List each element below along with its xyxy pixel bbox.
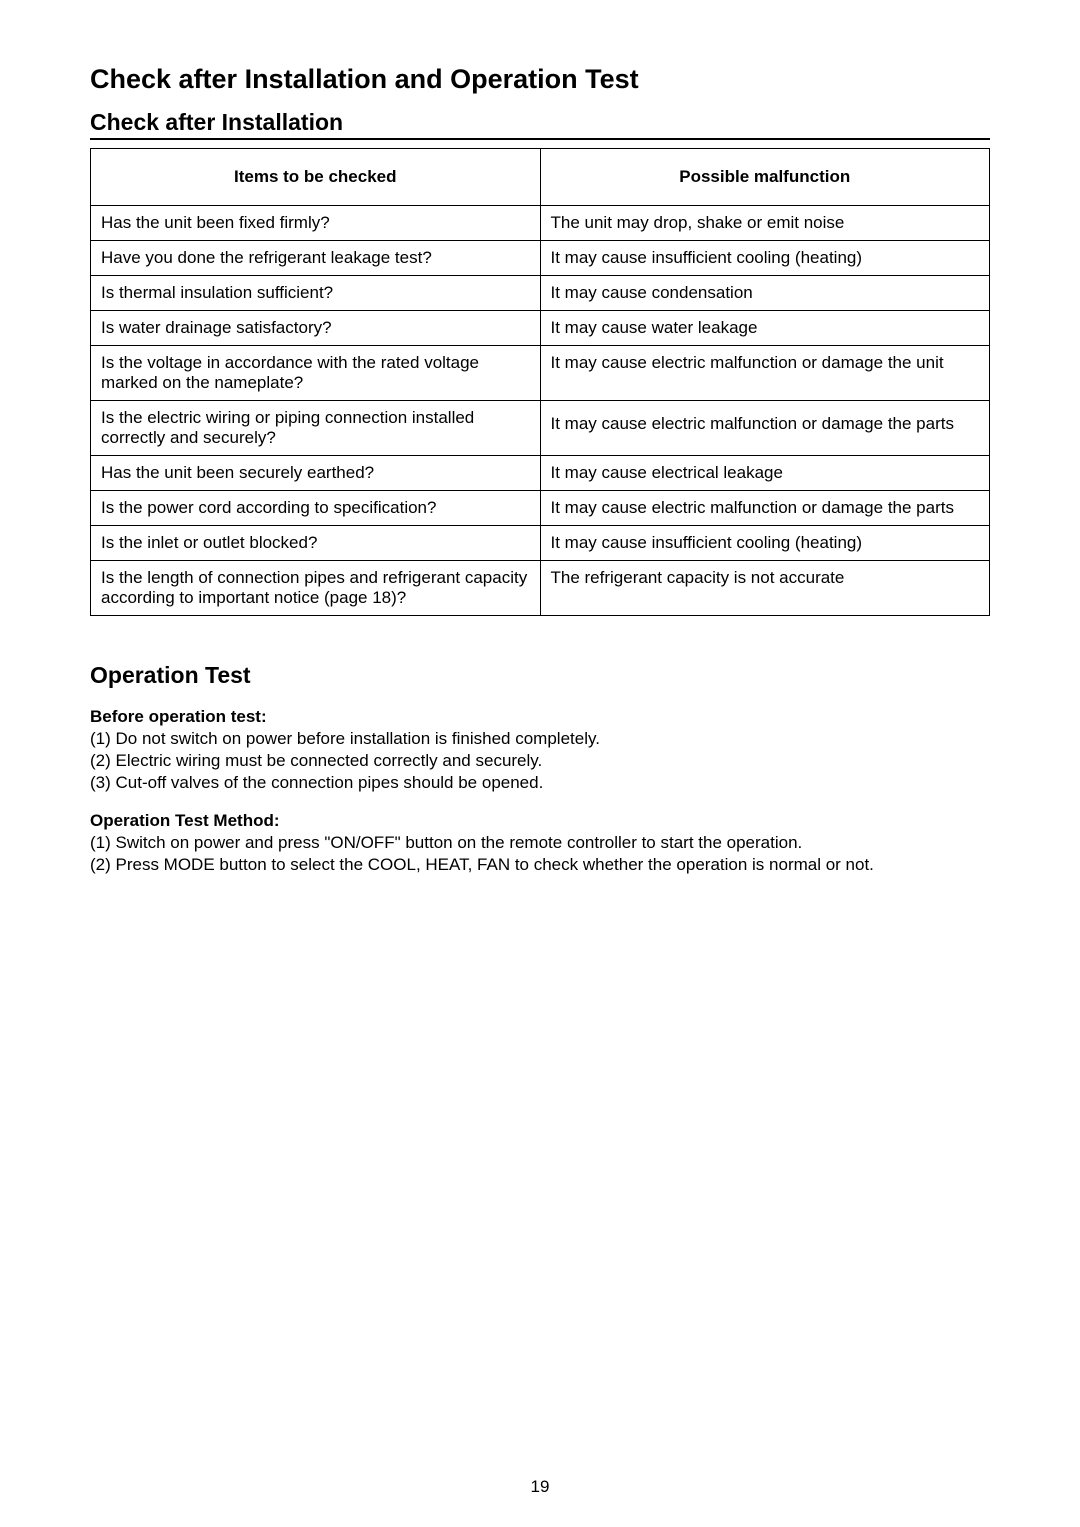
method-line: (2) Press MODE button to select the COOL… xyxy=(90,855,990,875)
cell-malfunction: It may cause insufficient cooling (heati… xyxy=(540,526,990,561)
cell-malfunction: The refrigerant capacity is not accurate xyxy=(540,561,990,616)
table-row: Have you done the refrigerant leakage te… xyxy=(91,241,990,276)
cell-malfunction: It may cause electric malfunction or dam… xyxy=(540,346,990,401)
table-row: Is the inlet or outlet blocked? It may c… xyxy=(91,526,990,561)
table-header-row: Items to be checked Possible malfunction xyxy=(91,149,990,206)
table-row: Has the unit been securely earthed? It m… xyxy=(91,456,990,491)
cell-malfunction: The unit may drop, shake or emit noise xyxy=(540,206,990,241)
cell-item: Is the voltage in accordance with the ra… xyxy=(91,346,541,401)
before-test-title: Before operation test: xyxy=(90,707,990,727)
page-number: 19 xyxy=(0,1477,1080,1497)
cell-malfunction: It may cause electric malfunction or dam… xyxy=(540,401,990,456)
cell-malfunction: It may cause electrical leakage xyxy=(540,456,990,491)
cell-item: Is the electric wiring or piping connect… xyxy=(91,401,541,456)
before-test-line: (3) Cut-off valves of the connection pip… xyxy=(90,773,990,793)
main-heading: Check after Installation and Operation T… xyxy=(90,64,990,95)
cell-item: Has the unit been securely earthed? xyxy=(91,456,541,491)
cell-item: Have you done the refrigerant leakage te… xyxy=(91,241,541,276)
cell-malfunction: It may cause electric malfunction or dam… xyxy=(540,491,990,526)
cell-item: Is thermal insulation sufficient? xyxy=(91,276,541,311)
table-row: Has the unit been fixed firmly? The unit… xyxy=(91,206,990,241)
check-after-heading: Check after Installation xyxy=(90,109,990,140)
cell-item: Is the power cord according to specifica… xyxy=(91,491,541,526)
table-row: Is thermal insulation sufficient? It may… xyxy=(91,276,990,311)
cell-malfunction: It may cause insufficient cooling (heati… xyxy=(540,241,990,276)
table-row: Is the length of connection pipes and re… xyxy=(91,561,990,616)
operation-test-heading: Operation Test xyxy=(90,662,990,689)
method-line: (1) Switch on power and press "ON/OFF" b… xyxy=(90,833,990,853)
cell-item: Has the unit been fixed firmly? xyxy=(91,206,541,241)
table-row: Is the electric wiring or piping connect… xyxy=(91,401,990,456)
page-root: Check after Installation and Operation T… xyxy=(0,0,1080,1527)
table-row: Is the voltage in accordance with the ra… xyxy=(91,346,990,401)
spacer xyxy=(90,795,990,811)
cell-item: Is water drainage satisfactory? xyxy=(91,311,541,346)
before-test-line: (2) Electric wiring must be connected co… xyxy=(90,751,990,771)
header-items: Items to be checked xyxy=(91,149,541,206)
method-title: Operation Test Method: xyxy=(90,811,990,831)
cell-malfunction: It may cause condensation xyxy=(540,276,990,311)
check-table: Items to be checked Possible malfunction… xyxy=(90,148,990,616)
header-malfunction: Possible malfunction xyxy=(540,149,990,206)
table-row: Is water drainage satisfactory? It may c… xyxy=(91,311,990,346)
section-gap xyxy=(90,616,990,662)
before-test-line: (1) Do not switch on power before instal… xyxy=(90,729,990,749)
cell-item: Is the inlet or outlet blocked? xyxy=(91,526,541,561)
cell-malfunction: It may cause water leakage xyxy=(540,311,990,346)
table-row: Is the power cord according to specifica… xyxy=(91,491,990,526)
cell-item: Is the length of connection pipes and re… xyxy=(91,561,541,616)
